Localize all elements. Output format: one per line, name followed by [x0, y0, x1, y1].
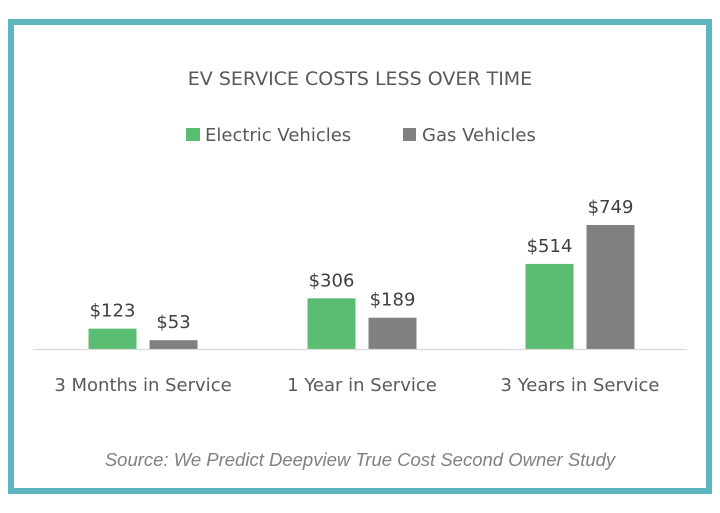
category-labels-group: 3 Months in Service 1 Year in Service 3 Ye… — [54, 375, 659, 396]
category-label-0: 3 Months in Service — [54, 375, 231, 396]
bar-electric-1 — [307, 298, 356, 349]
bar-gas-1 — [368, 317, 417, 349]
legend-label-gas: Gas Vehicles — [422, 125, 536, 146]
bar-gas-2 — [586, 225, 635, 349]
bar-gas-0 — [149, 340, 198, 349]
category-label-2: 3 Years in Service — [500, 375, 659, 396]
legend-swatch-gas — [403, 128, 416, 141]
bar-electric-0 — [88, 328, 137, 349]
value-label-gas-2: $749 — [588, 197, 634, 218]
value-label-gas-0: $53 — [156, 312, 190, 333]
bars-group — [88, 225, 635, 349]
value-label-electric-1: $306 — [309, 270, 355, 291]
value-label-gas-1: $189 — [370, 290, 416, 311]
value-label-electric-2: $514 — [527, 236, 573, 257]
chart-title: EV SERVICE COSTS LESS OVER TIME — [188, 68, 532, 90]
value-label-electric-0: $123 — [90, 301, 136, 322]
legend: Electric Vehicles Gas Vehicles — [186, 125, 536, 146]
category-label-1: 1 Year in Service — [287, 375, 437, 396]
source-note: Source: We Predict Deepview True Cost Se… — [105, 449, 617, 470]
bar-electric-2 — [525, 263, 574, 349]
legend-label-electric: Electric Vehicles — [205, 125, 351, 146]
value-labels-group: $123 $53 $306 $189 $514 $749 — [90, 197, 634, 333]
legend-swatch-electric — [186, 128, 200, 141]
